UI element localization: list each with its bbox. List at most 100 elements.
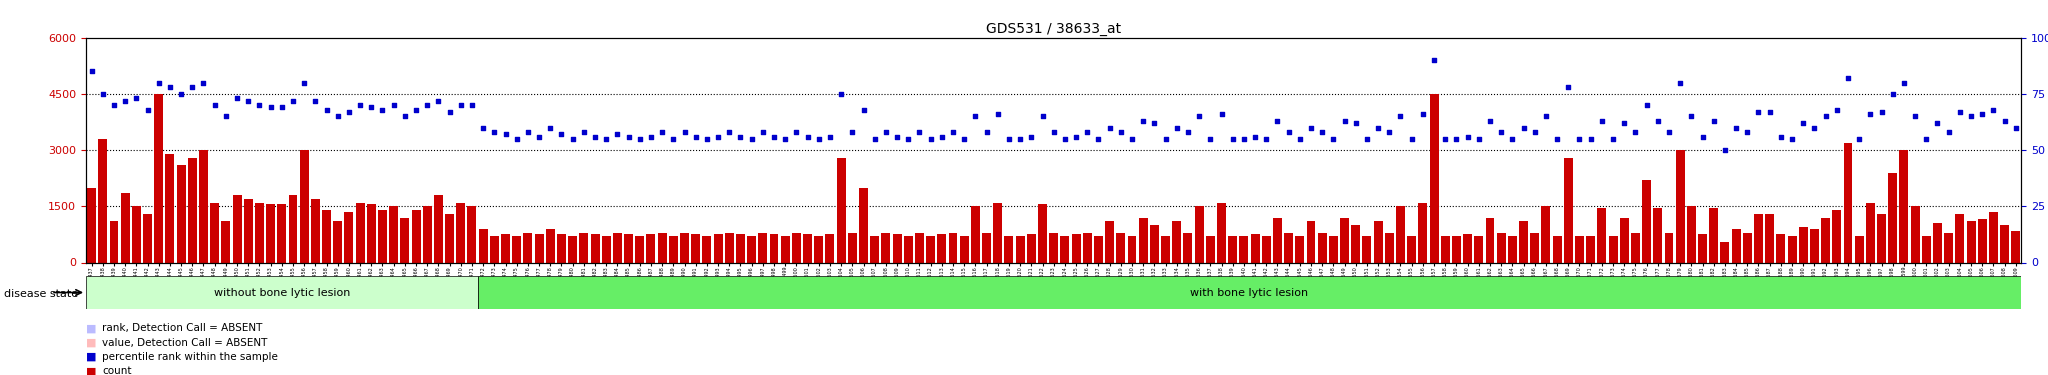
Text: ■: ■	[86, 366, 96, 375]
Bar	[748, 236, 756, 262]
Bar	[1788, 236, 1796, 262]
Bar	[1565, 158, 1573, 262]
Bar	[1753, 214, 1763, 262]
Bar	[1956, 214, 1964, 262]
Point	[1675, 113, 1708, 119]
Bar	[211, 202, 219, 262]
Point	[1663, 80, 1696, 86]
Point	[289, 80, 322, 86]
Bar	[1497, 232, 1505, 262]
Bar	[1608, 236, 1618, 262]
Point	[1640, 118, 1673, 124]
Bar	[289, 195, 297, 262]
Point	[1831, 75, 1864, 81]
Point	[1294, 124, 1327, 130]
Bar	[154, 94, 164, 262]
Point	[1585, 118, 1618, 124]
Bar	[1229, 236, 1237, 262]
Point	[1417, 57, 1450, 63]
Point	[557, 136, 590, 142]
Point	[422, 98, 455, 104]
Point	[186, 80, 219, 86]
Point	[1384, 113, 1417, 119]
Bar	[1620, 217, 1628, 262]
Point	[635, 134, 668, 140]
Point	[354, 104, 387, 110]
Bar	[858, 188, 868, 262]
Point	[1362, 124, 1395, 130]
Bar	[1978, 219, 1987, 262]
Point	[444, 102, 477, 108]
Point	[735, 136, 768, 142]
Bar	[535, 234, 543, 262]
Bar	[1184, 232, 1192, 262]
Bar	[166, 154, 174, 262]
Point	[1966, 111, 1999, 117]
Bar	[434, 195, 442, 262]
Bar	[524, 232, 532, 262]
Point	[86, 91, 119, 97]
Point	[1262, 118, 1294, 124]
Point	[1004, 136, 1036, 142]
Bar	[983, 232, 991, 262]
Point	[176, 84, 209, 90]
Bar	[793, 232, 801, 262]
Bar	[903, 236, 913, 262]
Point	[121, 95, 154, 101]
Bar	[1116, 232, 1124, 262]
Bar	[1720, 242, 1729, 262]
Bar	[1374, 221, 1382, 262]
Text: ■: ■	[86, 338, 96, 348]
Point	[971, 129, 1004, 135]
Bar	[1094, 236, 1104, 262]
Bar	[1251, 234, 1260, 262]
Bar	[815, 236, 823, 262]
Point	[1999, 124, 2032, 130]
Point	[266, 104, 299, 110]
Bar	[233, 195, 242, 262]
Bar	[479, 229, 487, 262]
Point	[209, 113, 242, 119]
Point	[1540, 136, 1573, 142]
Point	[1911, 136, 1944, 142]
Bar	[1384, 232, 1395, 262]
Bar	[1149, 225, 1159, 262]
Bar	[1462, 234, 1473, 262]
Point	[1171, 129, 1204, 135]
Point	[1430, 136, 1462, 142]
Point	[1597, 136, 1630, 142]
Point	[109, 98, 141, 104]
Point	[958, 113, 991, 119]
Point	[522, 134, 555, 140]
Bar	[98, 139, 106, 262]
Point	[377, 102, 410, 108]
Bar	[176, 165, 186, 262]
Bar	[557, 234, 565, 262]
Bar	[1776, 234, 1786, 262]
Point	[512, 129, 545, 135]
Point	[98, 102, 131, 108]
Point	[881, 134, 913, 140]
Bar	[1083, 232, 1092, 262]
Bar	[1798, 227, 1808, 262]
Point	[1407, 111, 1440, 117]
Point	[1563, 136, 1595, 142]
Point	[936, 129, 969, 135]
Bar	[702, 236, 711, 262]
Point	[1888, 80, 1921, 86]
Bar	[825, 234, 834, 262]
Point	[903, 129, 936, 135]
Bar	[2001, 225, 2009, 262]
Point	[231, 98, 264, 104]
Bar	[311, 199, 319, 262]
Point	[76, 68, 109, 74]
Bar	[1743, 232, 1751, 262]
Point	[1139, 120, 1171, 126]
Point	[680, 134, 713, 140]
Point	[1059, 134, 1092, 140]
Bar	[412, 210, 420, 262]
Point	[322, 113, 354, 119]
Point	[389, 113, 422, 119]
Point	[1876, 91, 1909, 97]
Bar	[1933, 223, 1942, 262]
